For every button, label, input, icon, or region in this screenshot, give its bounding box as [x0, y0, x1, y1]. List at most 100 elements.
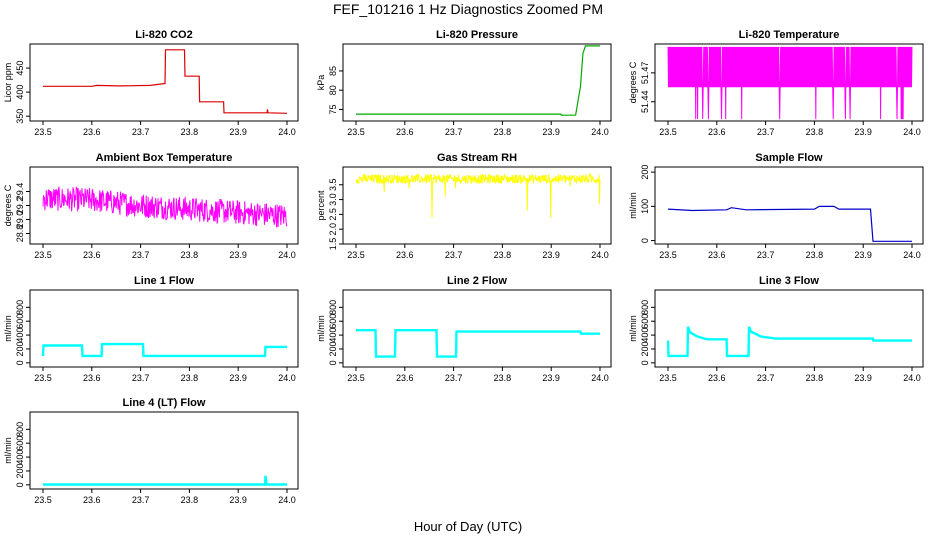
panel-title: Li-820 Temperature: [739, 29, 840, 41]
x-tick-label: 23.8: [181, 127, 199, 137]
panel-title: Li-820 Pressure: [436, 29, 518, 41]
x-tick-label: 24.0: [278, 495, 296, 505]
y-axis-label: percent: [316, 190, 326, 221]
series-line: [43, 49, 288, 114]
y-tick-label: 600: [640, 314, 650, 329]
panel-8: Line 2 Flow 23.5 23.6 23.7 23.8 23.9 24.0 0 2004…: [316, 275, 612, 383]
y-tick-label: 200: [640, 341, 650, 356]
panel-title: Sample Flow: [755, 152, 823, 164]
x-tick-label: 23.9: [854, 127, 872, 137]
x-tick-label: 23.6: [83, 250, 101, 260]
x-tick-label: 24.0: [591, 127, 609, 137]
y-tick-label: 400: [328, 328, 338, 343]
panel-title: Ambient Box Temperature: [96, 152, 233, 164]
y-axis-label: ml/min: [628, 315, 638, 342]
plot-frame: [654, 43, 924, 122]
series-line: [667, 205, 912, 242]
figure-xlabel: Hour of Day (UTC): [414, 519, 522, 534]
x-tick-label: 23.8: [181, 495, 199, 505]
x-tick-label: 23.7: [132, 127, 150, 137]
y-axis-label: degrees C: [3, 184, 13, 226]
panels: Li-820 CO2 23.5 23.6 23.7 23.8 23.9 24.0 350 400…: [3, 29, 924, 505]
y-tick-label: 3.0: [328, 193, 338, 206]
y-tick-label: 28.8: [15, 225, 25, 243]
y-axis-label: kPa: [316, 75, 326, 91]
y-tick-label: 400: [640, 328, 650, 343]
x-tick-label: 23.6: [396, 250, 414, 260]
panel-title: Line 1 Flow: [134, 275, 194, 287]
panel-title: Line 3 Flow: [759, 275, 819, 287]
y-tick-label: 450: [15, 61, 25, 76]
x-tick-label: 23.7: [132, 373, 150, 383]
x-tick-label: 23.6: [396, 127, 414, 137]
series-line: [355, 172, 601, 219]
x-tick-label: 23.7: [757, 250, 775, 260]
y-tick-label: 85: [328, 66, 338, 76]
panel-title: Li-820 CO2: [135, 29, 192, 41]
panel-4: Ambient Box Temperature 23.5 23.6 23.7 23.8 2…: [3, 152, 299, 260]
series-line: [356, 329, 600, 358]
panel-title: Line 2 Flow: [447, 275, 507, 287]
y-tick-label: 200: [640, 165, 650, 180]
y-tick-label: 200: [328, 341, 338, 356]
y-tick-label: 100: [640, 199, 650, 214]
x-tick-label: 23.7: [757, 373, 775, 383]
y-tick-label: 200: [15, 463, 25, 478]
x-tick-label: 23.8: [494, 127, 512, 137]
x-tick-label: 23.6: [83, 127, 101, 137]
y-tick-label: 400: [15, 450, 25, 465]
x-tick-label: 23.7: [757, 127, 775, 137]
panel-6: Sample Flow 23.5 23.6 23.7 23.8 23.9 24.0 0 100 2…: [628, 152, 924, 260]
x-tick-label: 23.8: [806, 127, 824, 137]
y-tick-label: 3.5: [328, 179, 338, 192]
x-tick-label: 23.7: [445, 127, 463, 137]
y-tick-label: 0: [640, 360, 650, 365]
x-tick-label: 23.6: [83, 495, 101, 505]
x-tick-label: 23.9: [542, 373, 560, 383]
x-tick-label: 23.9: [542, 250, 560, 260]
panel-3: Li-820 Temperature 23.5 23.6 23.7 23.8 23.9 24…: [628, 29, 924, 137]
x-tick-label: 23.5: [347, 250, 365, 260]
x-tick-label: 23.5: [659, 250, 677, 260]
y-tick-label: 0: [328, 360, 338, 365]
series-line: [667, 46, 913, 120]
y-tick-label: 400: [15, 85, 25, 100]
y-tick-label: 29.4: [15, 183, 25, 201]
y-axis-label: ml/min: [628, 192, 638, 219]
x-tick-label: 23.7: [445, 373, 463, 383]
x-tick-label: 23.8: [806, 250, 824, 260]
x-tick-label: 23.7: [132, 495, 150, 505]
x-tick-label: 23.5: [347, 127, 365, 137]
plot-frame: [29, 289, 299, 368]
x-tick-label: 23.9: [229, 250, 247, 260]
x-tick-label: 24.0: [903, 373, 921, 383]
y-tick-label: 51.47: [640, 62, 650, 85]
y-tick-label: 2.0: [328, 223, 338, 236]
x-tick-label: 24.0: [903, 250, 921, 260]
y-tick-label: 200: [15, 341, 25, 356]
x-tick-label: 23.5: [34, 127, 52, 137]
x-tick-label: 23.9: [229, 373, 247, 383]
y-tick-label: 800: [15, 300, 25, 315]
figure-title: FEF_101216 1 Hz Diagnostics Zoomed PM: [333, 1, 603, 17]
plot-frame: [654, 166, 924, 245]
y-tick-label: 2.5: [328, 208, 338, 221]
x-tick-label: 24.0: [591, 250, 609, 260]
y-tick-label: 51.44: [640, 90, 650, 113]
panel-9: Line 3 Flow 23.5 23.6 23.7 23.8 23.9 24.0 0 2004…: [628, 275, 924, 383]
x-tick-label: 23.9: [229, 127, 247, 137]
series-line: [41, 342, 287, 358]
plot-frame: [654, 289, 924, 368]
x-tick-label: 23.8: [181, 250, 199, 260]
x-tick-label: 24.0: [278, 127, 296, 137]
y-tick-label: 400: [15, 328, 25, 343]
x-tick-label: 23.8: [806, 373, 824, 383]
y-tick-label: 800: [328, 300, 338, 315]
y-axis-label: degrees C: [628, 61, 638, 103]
plot-frame: [342, 43, 612, 122]
y-tick-label: 29.0: [15, 211, 25, 229]
panel-title: Gas Stream RH: [437, 152, 517, 164]
panel-7: Line 1 Flow 23.5 23.6 23.7 23.8 23.9 24.0 0 2004…: [3, 275, 299, 383]
y-tick-label: 600: [15, 314, 25, 329]
